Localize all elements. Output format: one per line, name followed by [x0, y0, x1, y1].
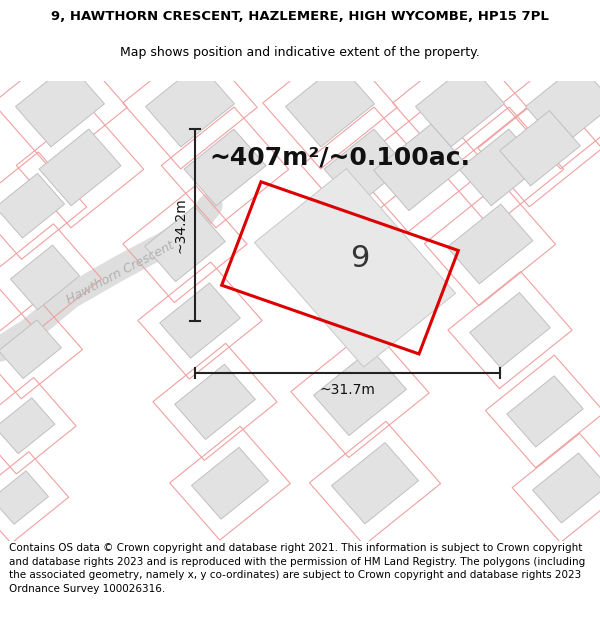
Polygon shape — [184, 129, 266, 206]
Text: Map shows position and indicative extent of the property.: Map shows position and indicative extent… — [120, 46, 480, 59]
Text: 9: 9 — [350, 244, 370, 272]
Polygon shape — [286, 64, 374, 147]
Polygon shape — [16, 64, 104, 147]
Polygon shape — [416, 64, 505, 147]
Polygon shape — [500, 111, 580, 186]
Polygon shape — [191, 448, 269, 519]
Text: Hawthorn Crescent: Hawthorn Crescent — [64, 239, 176, 307]
Text: ~34.2m: ~34.2m — [173, 197, 187, 252]
Polygon shape — [533, 453, 600, 523]
Polygon shape — [331, 442, 419, 524]
Polygon shape — [175, 364, 256, 439]
Text: ~407m²/~0.100ac.: ~407m²/~0.100ac. — [209, 146, 470, 170]
Text: ~31.7m: ~31.7m — [320, 382, 376, 397]
Text: 9, HAWTHORN CRESCENT, HAZLEMERE, HIGH WYCOMBE, HP15 7PL: 9, HAWTHORN CRESCENT, HAZLEMERE, HIGH WY… — [51, 10, 549, 22]
Polygon shape — [10, 245, 80, 310]
Polygon shape — [0, 398, 55, 454]
Polygon shape — [146, 64, 235, 147]
Text: Contains OS data © Crown copyright and database right 2021. This information is : Contains OS data © Crown copyright and d… — [9, 543, 585, 594]
Polygon shape — [324, 129, 406, 206]
Polygon shape — [459, 129, 541, 206]
Polygon shape — [39, 129, 121, 206]
Polygon shape — [254, 169, 455, 367]
Polygon shape — [507, 376, 583, 447]
Polygon shape — [0, 471, 49, 524]
Polygon shape — [145, 206, 226, 281]
Polygon shape — [0, 173, 65, 238]
Polygon shape — [160, 283, 241, 358]
Polygon shape — [374, 124, 466, 211]
Polygon shape — [526, 64, 600, 147]
Polygon shape — [447, 204, 533, 284]
Polygon shape — [470, 292, 550, 367]
Polygon shape — [0, 320, 61, 379]
Polygon shape — [314, 349, 406, 436]
